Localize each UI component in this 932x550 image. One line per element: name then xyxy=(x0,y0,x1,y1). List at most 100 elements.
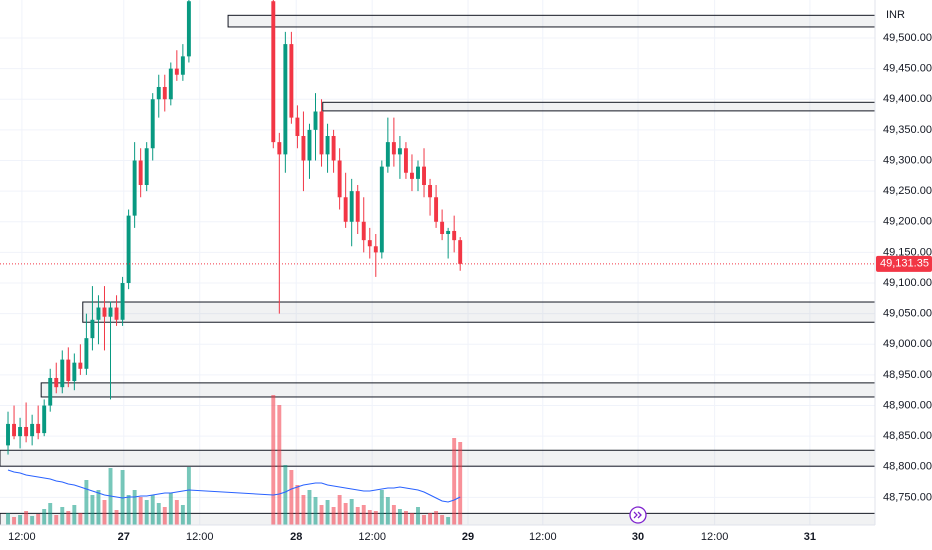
candle-body xyxy=(325,135,330,155)
volume-bar xyxy=(434,511,439,525)
candle-body xyxy=(373,246,378,253)
volume-bar xyxy=(379,490,384,525)
candle-body xyxy=(120,283,125,320)
volume-bar xyxy=(277,405,282,525)
last-price-label: 49,131.35 xyxy=(880,258,929,270)
candle-body xyxy=(283,44,288,155)
candle-body xyxy=(60,359,65,388)
y-tick-label: 48,800.00 xyxy=(883,461,932,473)
volume-bar xyxy=(180,505,185,525)
candle-body xyxy=(355,191,360,222)
volume-bar xyxy=(24,511,29,525)
volume-bar xyxy=(126,495,131,525)
candle-body xyxy=(391,142,396,155)
x-tick-label: 27 xyxy=(118,531,130,543)
volume-bar xyxy=(168,493,173,525)
x-tick-label: 30 xyxy=(632,531,644,543)
candle-body xyxy=(289,44,294,118)
volume-bar xyxy=(18,515,23,525)
candle-body xyxy=(48,377,53,406)
volume-bar xyxy=(391,505,396,525)
volume-bar xyxy=(373,511,378,525)
volume-bar xyxy=(30,516,35,525)
candle-body xyxy=(126,215,131,284)
candles xyxy=(6,0,463,455)
candle-body xyxy=(422,166,426,186)
volume-bar xyxy=(397,509,402,525)
candle-body xyxy=(66,359,71,382)
candle-body xyxy=(180,56,185,75)
candle-body xyxy=(42,405,47,434)
volume-bar xyxy=(295,485,300,525)
zone xyxy=(227,14,875,28)
candle-body xyxy=(410,172,414,179)
candle-body xyxy=(72,362,77,382)
currency-label: INR xyxy=(886,9,905,21)
volume-bar xyxy=(102,500,107,525)
candle-body xyxy=(162,86,167,100)
volume-ma-line xyxy=(7,469,461,503)
candle-body xyxy=(271,1,276,143)
candle-body xyxy=(114,307,119,320)
candle-body xyxy=(331,135,336,161)
candle-body xyxy=(150,99,155,149)
volume-bar xyxy=(403,511,408,525)
x-tick-label: 12:00 xyxy=(8,531,36,543)
y-tick-label: 49,050.00 xyxy=(883,308,932,320)
y-tick-label: 49,150.00 xyxy=(883,246,932,258)
y-tick-label: 48,950.00 xyxy=(883,369,932,381)
y-tick-label: 49,450.00 xyxy=(883,63,932,75)
zone xyxy=(0,449,875,467)
y-tick-label: 49,350.00 xyxy=(883,124,932,136)
candle-body xyxy=(186,1,191,57)
volume-bar xyxy=(186,467,191,525)
volume-bar xyxy=(162,507,167,525)
zone xyxy=(82,301,875,323)
volume-bar xyxy=(349,499,354,525)
candle-body xyxy=(18,426,23,437)
candle-body xyxy=(458,240,463,264)
volume-bar xyxy=(301,495,306,525)
y-tick-label: 48,850.00 xyxy=(883,430,932,442)
y-tick-label: 49,100.00 xyxy=(883,277,932,289)
volume-bar xyxy=(60,507,65,525)
volume-bar xyxy=(331,507,336,525)
volume-bar xyxy=(410,513,414,525)
candle-body xyxy=(319,111,324,155)
candle-body xyxy=(313,111,318,130)
volume-bar xyxy=(90,495,95,525)
candle-body xyxy=(337,160,342,198)
volume-bar xyxy=(114,510,119,525)
candle-body xyxy=(277,142,282,155)
volume-bar xyxy=(84,480,89,525)
candle-body xyxy=(12,423,17,437)
volume-bar xyxy=(422,515,426,525)
candle-body xyxy=(367,240,372,247)
y-tick-label: 49,200.00 xyxy=(883,216,932,228)
candle-body xyxy=(24,426,29,437)
y-tick-label: 48,900.00 xyxy=(883,399,932,411)
zone xyxy=(322,101,875,112)
x-tick-label: 29 xyxy=(462,531,474,543)
x-tick-label: 28 xyxy=(290,531,302,543)
volume-bar xyxy=(66,511,71,525)
candle-body xyxy=(349,191,354,222)
volume-bar xyxy=(271,395,276,525)
volume-bar xyxy=(446,517,451,525)
volume-bar xyxy=(12,517,17,525)
candle-body xyxy=(78,362,83,369)
goto-realtime-button[interactable] xyxy=(629,506,647,524)
candle-body xyxy=(301,135,306,161)
candle-body xyxy=(102,307,107,317)
volume-bar xyxy=(458,442,463,525)
candle-body xyxy=(416,166,420,179)
candle-body xyxy=(397,148,402,155)
volume-bar xyxy=(78,513,83,525)
volume-bar xyxy=(313,497,318,525)
y-tick-label: 49,250.00 xyxy=(883,185,932,197)
candle-body xyxy=(295,117,300,136)
candle-body xyxy=(96,307,101,320)
y-tick-label: 49,300.00 xyxy=(883,154,932,166)
x-tick-label: 12:00 xyxy=(358,531,386,543)
